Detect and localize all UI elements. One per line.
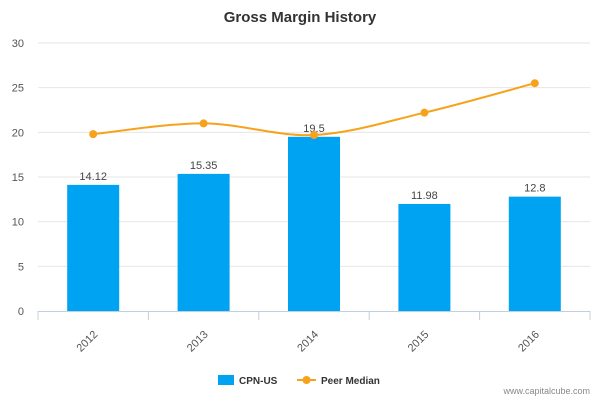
bar [288, 136, 340, 311]
bar-value-label: 19.5 [303, 123, 324, 135]
y-tick-label: 0 [18, 306, 24, 318]
x-tick-label: 2015 [406, 329, 432, 355]
bar [508, 196, 561, 311]
x-tick-label: 2016 [516, 329, 542, 355]
legend-swatch-peer-dot [302, 376, 311, 384]
legend-label-cpn: CPN-US [239, 376, 278, 387]
y-tick-label: 30 [12, 38, 24, 50]
bar [67, 184, 120, 311]
peer-median-point [199, 119, 208, 128]
bar [398, 203, 451, 311]
bar-value-label: 11.98 [411, 190, 438, 202]
x-axis: 2012 2013 2014 2015 2016 [37, 311, 591, 355]
chart-title: Gross Margin History [224, 9, 377, 26]
y-tick-label: 25 [12, 83, 24, 95]
y-axis-ticks: 0 5 10 15 20 25 30 [12, 38, 24, 318]
credit-text: www.capitalcube.com [502, 386, 590, 396]
bar-value-label: 14.12 [79, 171, 107, 183]
peer-median-point [530, 79, 539, 88]
x-tick-label: 2014 [295, 329, 321, 355]
y-tick-label: 10 [12, 217, 24, 229]
legend: CPN-US Peer Median [218, 375, 380, 387]
line-series [89, 79, 539, 140]
peer-median-point [420, 108, 429, 117]
peer-median-point [89, 130, 98, 139]
legend-swatch-cpn [218, 375, 234, 385]
bar-series [67, 136, 561, 311]
bar-value-label: 15.35 [190, 160, 218, 172]
bar [177, 173, 230, 311]
bar-value-label: 12.8 [524, 183, 545, 195]
legend-label-peer: Peer Median [321, 376, 380, 387]
y-tick-label: 15 [12, 172, 24, 184]
x-tick-label: 2012 [75, 329, 101, 355]
peer-median-point [310, 131, 318, 140]
y-tick-label: 5 [18, 261, 24, 273]
x-tick-label: 2013 [185, 329, 211, 355]
bar-data-labels: 14.12 15.35 19.5 11.98 12.8 [79, 123, 545, 202]
y-tick-label: 20 [12, 127, 24, 139]
